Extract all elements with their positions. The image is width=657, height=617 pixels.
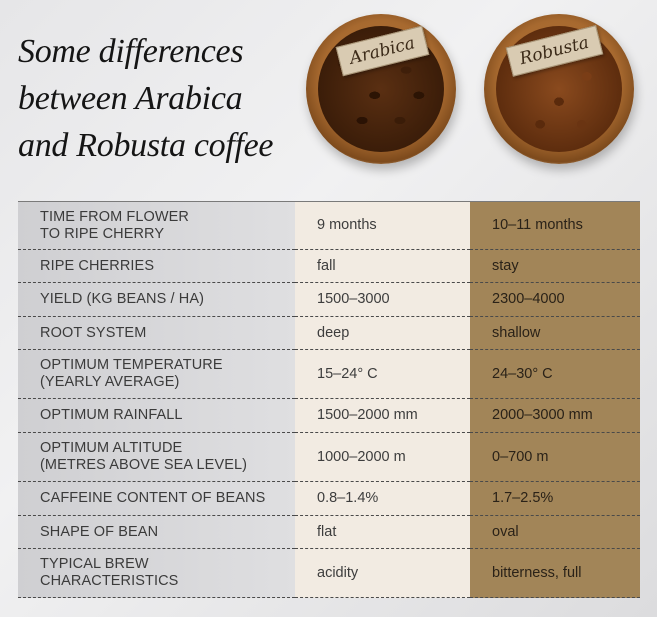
table-row: SHAPE OF BEAN flat oval — [18, 515, 640, 549]
table-row: OPTIMUM TEMPERATURE (YEARLY AVERAGE) 15–24… — [18, 349, 640, 399]
robusta-value: shallow — [470, 316, 640, 350]
table-row: YIELD (KG BEANS / HA) 1500–3000 2300–4000 — [18, 282, 640, 317]
robusta-value: 2000–3000 mm — [470, 398, 640, 433]
robusta-value: stay — [470, 249, 640, 283]
arabica-value: 15–24° C — [295, 349, 470, 399]
title-line: between Arabica — [18, 80, 243, 117]
table-row: OPTIMUM ALTITUDE (METRES ABOVE SEA LEVEL)… — [18, 432, 640, 482]
robusta-value: 1.7–2.5% — [470, 481, 640, 516]
table-row: CAFFEINE CONTENT OF BEANS 0.8–1.4% 1.7–2.5… — [18, 481, 640, 516]
table-row: ROOT SYSTEM deep shallow — [18, 316, 640, 350]
row-label: ROOT SYSTEM — [18, 316, 295, 350]
arabica-value: 1500–2000 mm — [295, 398, 470, 433]
arabica-value: deep — [295, 316, 470, 350]
comparison-table: TIME FROM FLOWER TO RIPE CHERRY 9 months 10… — [18, 201, 640, 598]
row-label: SHAPE OF BEAN — [18, 515, 295, 549]
table-row: RIPE CHERRIES fall stay — [18, 249, 640, 283]
arabica-value: 9 months — [295, 201, 470, 250]
arabica-value: acidity — [295, 548, 470, 598]
row-label: CAFFEINE CONTENT OF BEANS — [18, 481, 295, 516]
row-label: OPTIMUM RAINFALL — [18, 398, 295, 433]
arabica-value: 1000–2000 m — [295, 432, 470, 482]
row-label: OPTIMUM TEMPERATURE (YEARLY AVERAGE) — [18, 349, 295, 399]
robusta-value: bitterness, full — [470, 548, 640, 598]
row-label: OPTIMUM ALTITUDE (METRES ABOVE SEA LEVEL) — [18, 432, 295, 482]
robusta-value: oval — [470, 515, 640, 549]
arabica-value: 1500–3000 — [295, 282, 470, 317]
table-row: OPTIMUM RAINFALL 1500–2000 mm 2000–3000 mm — [18, 398, 640, 433]
arabica-value: flat — [295, 515, 470, 549]
robusta-value: 0–700 m — [470, 432, 640, 482]
robusta-value: 2300–4000 — [470, 282, 640, 317]
page-title: Some differences between Arabica and Rob… — [18, 28, 318, 169]
row-label: TIME FROM FLOWER TO RIPE CHERRY — [18, 201, 295, 250]
arabica-value: fall — [295, 249, 470, 283]
table-row: TYPICAL BREW CHARACTERISTICS acidity bitter… — [18, 548, 640, 598]
table-row: TIME FROM FLOWER TO RIPE CHERRY 9 months 10… — [18, 201, 640, 250]
row-label: RIPE CHERRIES — [18, 249, 295, 283]
title-line: Some differences — [18, 33, 244, 70]
robusta-value: 10–11 months — [470, 201, 640, 250]
row-label: TYPICAL BREW CHARACTERISTICS — [18, 548, 295, 598]
arabica-value: 0.8–1.4% — [295, 481, 470, 516]
robusta-value: 24–30° C — [470, 349, 640, 399]
row-label: YIELD (KG BEANS / HA) — [18, 282, 295, 317]
title-line: and Robusta coffee — [18, 127, 274, 164]
